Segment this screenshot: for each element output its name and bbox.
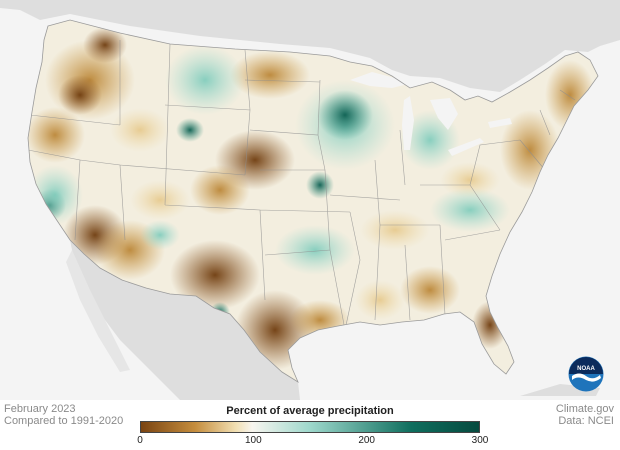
- legend-title: Percent of average precipitation: [226, 405, 394, 417]
- state-borders: [28, 40, 576, 331]
- precipitation-map: [0, 0, 620, 400]
- lake-ontario: [488, 118, 512, 128]
- legend-tick-label: 100: [244, 435, 262, 446]
- source-label: Data: NCEI: [558, 415, 614, 427]
- noaa-logo: NOAA: [568, 356, 604, 392]
- noaa-logo-text: NOAA: [577, 366, 595, 372]
- legend-tick-label: 0: [137, 435, 143, 446]
- legend-tick-label: 200: [358, 435, 375, 446]
- baseline-label: Compared to 1991-2020: [4, 415, 124, 427]
- period-label: February 2023: [4, 403, 76, 415]
- baja-peninsula: [66, 250, 130, 372]
- credit-label: Climate.gov: [555, 403, 614, 415]
- lake-michigan: [402, 96, 414, 150]
- lake-huron: [430, 98, 458, 130]
- canada-landmass: [0, 0, 620, 92]
- legend-color-bar: [140, 421, 480, 433]
- lake-erie: [448, 138, 484, 156]
- mexico-landmass: [70, 240, 300, 400]
- legend-tick-label: 300: [471, 435, 489, 446]
- lake-superior: [350, 72, 408, 88]
